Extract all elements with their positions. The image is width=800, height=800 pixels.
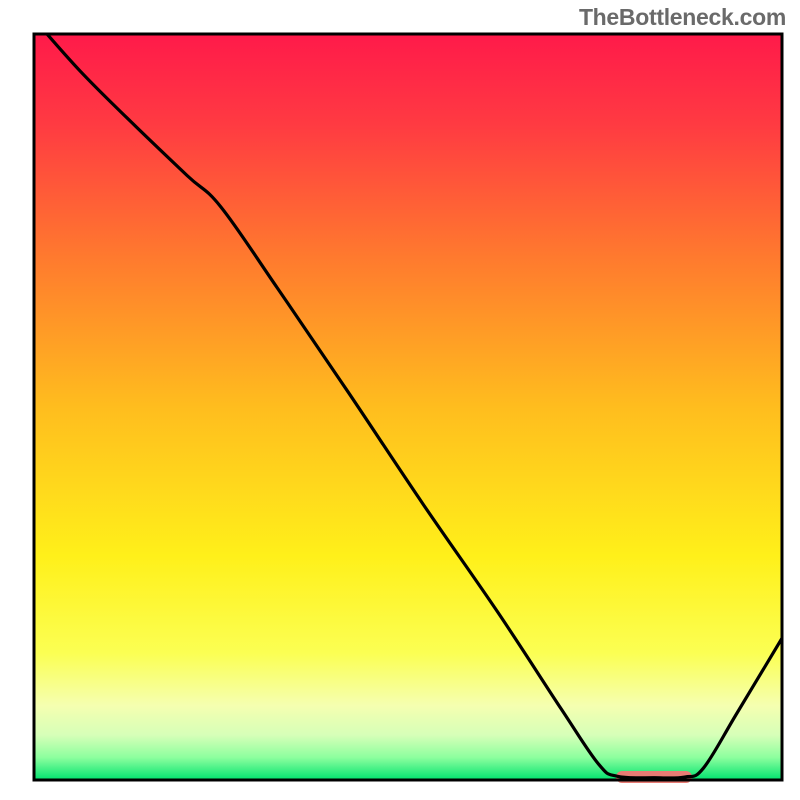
watermark-text: TheBottleneck.com (579, 4, 786, 31)
optimal-range-marker (616, 771, 692, 783)
plot-area (34, 34, 782, 780)
chart-container: TheBottleneck.com (0, 0, 800, 800)
gradient-background (34, 34, 782, 780)
